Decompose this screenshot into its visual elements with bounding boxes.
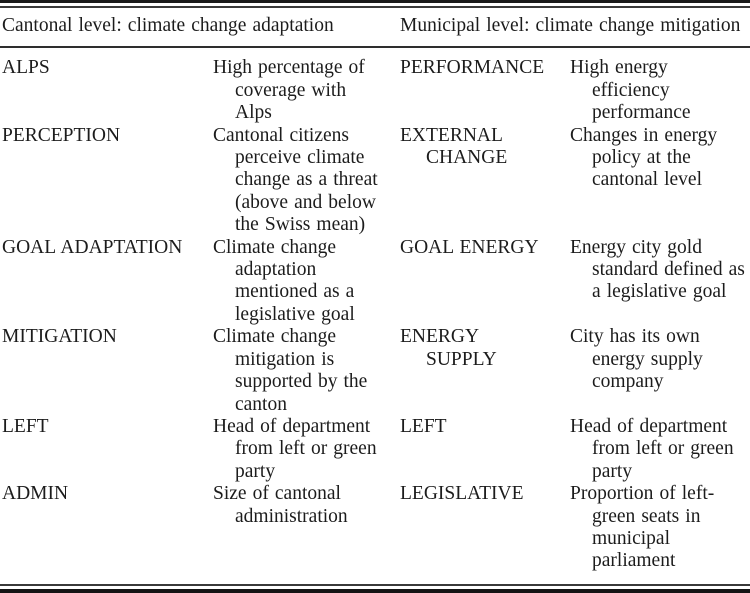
- cantonal-variable-description: Climate change adaptation mentioned as a…: [213, 236, 355, 325]
- municipal-variable-name: PERFORMANCE: [400, 57, 545, 79]
- cantonal-variable-name: ALPS: [2, 57, 50, 79]
- header-row: Cantonal level: climate change adaptatio…: [0, 8, 750, 49]
- table-row: MITIGATION Climate change mitigation is …: [0, 326, 750, 416]
- cantonal-variable-description: High percentage of coverage with Alps: [213, 57, 365, 124]
- municipal-variable-description: Energy city gold standard defined as a l…: [570, 236, 745, 303]
- municipal-variable-description: Proportion of left- green seats in munic…: [570, 483, 715, 572]
- cantonal-variable-description: Head of department from left or green pa…: [213, 415, 377, 482]
- cantonal-variable-name: LEFT: [2, 415, 49, 437]
- column-header-cantonal: Cantonal level: climate change adaptatio…: [0, 8, 397, 49]
- top-double-rule: [0, 0, 750, 8]
- municipal-variable-name: EXTERNAL CHANGE: [400, 124, 508, 169]
- table-row: ALPS High percentage of coverage with Al…: [0, 47, 750, 124]
- table-row: PERCEPTION Cantonal citizens perceive cl…: [0, 125, 750, 237]
- table-row: ADMIN Size of cantonal administration LE…: [0, 483, 750, 573]
- municipal-variable-name: LEGISLATIVE: [400, 483, 524, 505]
- cantonal-variable-description: Cantonal citizens perceive climate chang…: [213, 124, 378, 236]
- municipal-variable-description: High energy efficiency performance: [570, 57, 691, 124]
- cantonal-variable-description: Size of cantonal administration: [213, 483, 348, 527]
- municipal-variable-name: ENERGY SUPPLY: [400, 326, 497, 370]
- cantonal-variable-name: GOAL ADAPTATION: [2, 236, 183, 258]
- bottom-double-rule: [0, 584, 750, 593]
- table-row: LEFT Head of department from left or gre…: [0, 416, 750, 483]
- variables-table: Cantonal level: climate change adaptatio…: [0, 8, 750, 573]
- municipal-variable-description: Changes in energy policy at the cantonal…: [570, 124, 718, 191]
- municipal-variable-description: Head of department from left or green pa…: [570, 415, 734, 482]
- bottom-whitespace: [0, 573, 750, 584]
- cantonal-variable-description: Climate change mitigation is supported b…: [213, 326, 368, 415]
- municipal-variable-name: GOAL ENERGY: [400, 236, 539, 258]
- table-row: GOAL ADAPTATION Climate change adaptatio…: [0, 237, 750, 327]
- municipal-variable-name: LEFT: [400, 415, 447, 437]
- cantonal-variable-name: ADMIN: [2, 483, 69, 505]
- cantonal-variable-name: PERCEPTION: [2, 124, 121, 146]
- column-header-municipal: Municipal level: climate change mitigati…: [397, 8, 750, 49]
- cantonal-variable-name: MITIGATION: [2, 326, 117, 348]
- municipal-variable-description: City has its own energy supply company: [570, 326, 703, 393]
